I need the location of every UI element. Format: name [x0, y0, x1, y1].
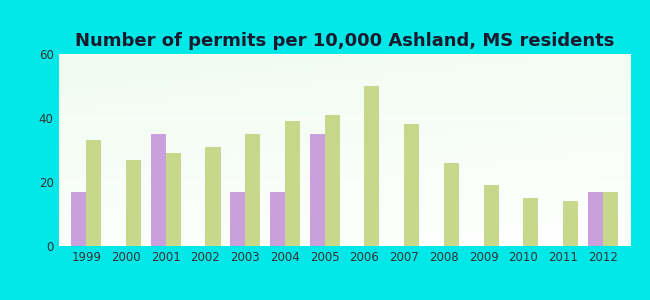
- Bar: [324, 115, 340, 246]
- Bar: [603, 192, 618, 246]
- Bar: [444, 163, 459, 246]
- Bar: [588, 192, 603, 246]
- Bar: [245, 134, 260, 246]
- Bar: [151, 134, 166, 246]
- Bar: [270, 192, 285, 246]
- Bar: [166, 153, 181, 246]
- Bar: [563, 201, 578, 246]
- Bar: [309, 134, 324, 246]
- Bar: [404, 124, 419, 246]
- Bar: [365, 86, 380, 246]
- Bar: [484, 185, 499, 246]
- Bar: [86, 140, 101, 246]
- Bar: [230, 192, 245, 246]
- Bar: [285, 121, 300, 246]
- Bar: [205, 147, 220, 246]
- Bar: [523, 198, 538, 246]
- Bar: [126, 160, 141, 246]
- Bar: [72, 192, 86, 246]
- Title: Number of permits per 10,000 Ashland, MS residents: Number of permits per 10,000 Ashland, MS…: [75, 32, 614, 50]
